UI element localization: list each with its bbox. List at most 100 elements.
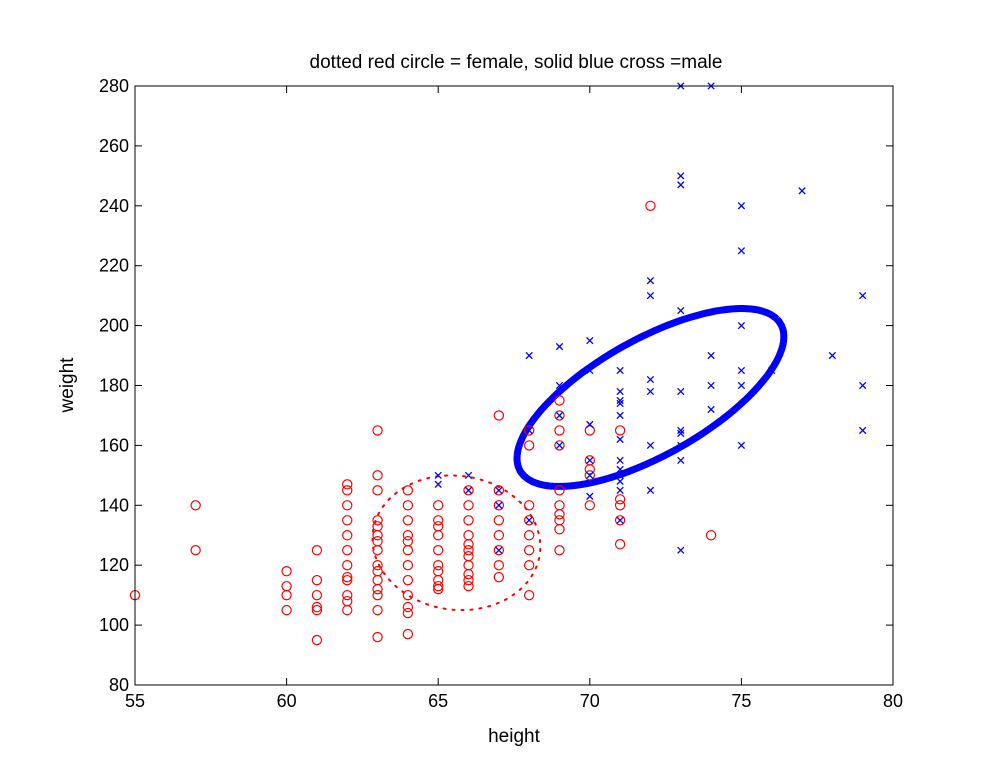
male-data-point [495, 501, 503, 509]
male-data-point [677, 306, 685, 315]
female-data-point [433, 530, 444, 541]
female-data-point [523, 425, 535, 436]
female-data-point [402, 628, 414, 640]
x-tick-label: 60 [277, 691, 297, 711]
female-data-point [372, 425, 383, 436]
female-data-point [372, 515, 383, 526]
female-data-point [342, 595, 353, 607]
male-data-point [555, 441, 564, 450]
plot-frame [134, 85, 894, 686]
female-data-point [433, 565, 444, 577]
male-data-point [525, 516, 533, 524]
male-data-point [707, 381, 715, 390]
female-data-point [614, 539, 626, 550]
male-data-point [859, 291, 867, 300]
male-data-point [616, 435, 624, 444]
female-data-point [523, 440, 535, 451]
female-data-point [342, 530, 353, 541]
male-data-point [646, 441, 655, 450]
male-data-point [677, 429, 685, 438]
male-data-point [737, 441, 746, 450]
female-data-point [463, 551, 474, 562]
female-data-point [433, 580, 444, 592]
female-data-point [342, 560, 353, 571]
male-data-point [646, 387, 655, 396]
male-data-point [555, 381, 564, 390]
female-data-point [523, 530, 535, 541]
male-data-point [586, 456, 594, 465]
female-fit-ellipse [371, 474, 542, 611]
y-tick-label: 280 [99, 76, 129, 96]
female-data-point [190, 545, 201, 556]
female-data-point [433, 500, 444, 511]
female-data-point [190, 500, 201, 511]
y-tick-label: 220 [99, 256, 129, 276]
female-data-point [554, 515, 565, 526]
female-data-point [554, 524, 565, 535]
male-data-point [495, 486, 503, 494]
female-data-point [372, 530, 383, 541]
male-data-point [555, 342, 564, 351]
female-data-point [493, 515, 505, 526]
x-tick-label: 75 [731, 691, 751, 711]
male-data-point [616, 477, 624, 485]
female-data-point [372, 521, 383, 532]
female-data-point [584, 470, 596, 481]
female-data-point [463, 580, 474, 592]
male-data-point [828, 351, 837, 360]
female-data-point [554, 509, 565, 520]
female-data-point [311, 545, 323, 556]
female-data-point [433, 515, 444, 526]
female-data-point [402, 574, 414, 586]
female-data-point [645, 200, 656, 211]
male-data-point [677, 181, 685, 189]
x-axis-label: height [488, 726, 540, 747]
female-data-point [402, 607, 414, 619]
female-data-point [342, 589, 353, 601]
female-data-point [402, 589, 414, 601]
male-data-point [737, 381, 746, 390]
y-tick-label: 140 [99, 495, 129, 515]
male-data-point [616, 465, 624, 474]
male-data-point [646, 486, 655, 494]
female-data-point [281, 565, 292, 577]
female-data-point [554, 485, 565, 496]
male-data-point [616, 516, 624, 524]
y-tick-label: 200 [99, 316, 129, 336]
female-data-point [584, 500, 596, 511]
male-data-point [768, 366, 776, 375]
female-data-point [523, 545, 535, 556]
female-data-point [433, 545, 444, 556]
female-data-point [402, 560, 414, 571]
male-data-point [616, 471, 624, 480]
y-tick-label: 100 [99, 615, 129, 635]
female-data-point [614, 425, 626, 436]
female-data-point [493, 485, 505, 496]
female-data-point [554, 410, 565, 421]
male-data-point [586, 420, 594, 429]
male-data-point [677, 456, 685, 465]
female-data-point [584, 425, 596, 436]
male-data-point [616, 387, 624, 396]
female-data-point [463, 515, 474, 526]
x-tick-label: 70 [580, 691, 600, 711]
female-data-point [554, 440, 565, 451]
female-data-point [281, 580, 292, 592]
female-data-point [433, 521, 444, 532]
male-data-point [616, 399, 624, 408]
male-data-point [586, 492, 594, 500]
y-tick-label: 160 [99, 435, 129, 455]
x-tick-label: 55 [125, 691, 145, 711]
female-data-point [433, 560, 444, 571]
female-data-point [493, 410, 505, 421]
female-data-point [342, 485, 353, 496]
male-data-point [646, 291, 655, 300]
female-data-point [342, 545, 353, 556]
female-data-point [402, 545, 414, 556]
female-data-point [281, 589, 292, 601]
male-data-point [677, 387, 685, 396]
female-data-point [523, 500, 535, 511]
female-data-point [554, 500, 565, 511]
male-data-point [737, 202, 746, 210]
